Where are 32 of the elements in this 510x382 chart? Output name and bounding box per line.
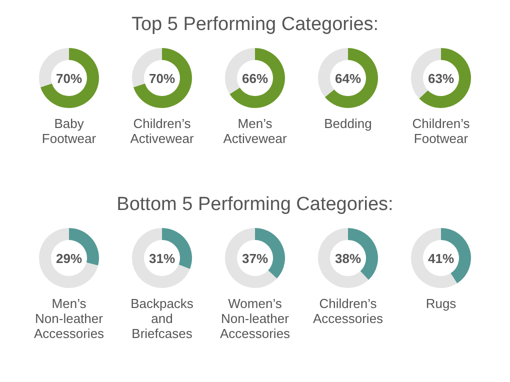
text: 64% — [334, 71, 362, 86]
text: 38% — [334, 251, 362, 266]
donut-slice — [324, 48, 378, 108]
donut-slice — [39, 228, 98, 288]
text: 41% — [428, 251, 454, 266]
text: Backpacks and Briefcases — [130, 296, 194, 341]
text: Men’s Non-leather Accessories — [34, 296, 105, 341]
text: 70% — [148, 71, 176, 86]
donut-slice — [419, 48, 471, 108]
text: Children’s Activewear — [130, 116, 194, 146]
text: 63% — [428, 71, 454, 86]
donut-slice — [225, 228, 277, 288]
donut-slice — [133, 48, 192, 108]
text: Children’s Accessories — [312, 296, 384, 326]
text: Men’s Activewear — [223, 116, 288, 146]
text: Children’s Footwear — [412, 116, 470, 146]
text: Bottom 5 Performing Categories: — [116, 194, 394, 215]
donut-slice — [132, 228, 190, 288]
text: Top 5 Performing Categories: — [131, 14, 379, 35]
text: 31% — [148, 251, 176, 266]
text: 70% — [56, 71, 82, 86]
text: Rugs — [426, 296, 457, 311]
text: Women’s Non-leather Accessories — [220, 296, 291, 341]
donut-slice — [230, 48, 285, 108]
text: Bedding — [324, 116, 372, 131]
donut-slice — [40, 48, 99, 108]
text: 37% — [242, 251, 268, 266]
text: 66% — [242, 71, 268, 86]
donut-slice — [318, 228, 369, 288]
text: Baby Footwear — [42, 116, 97, 146]
donut-slice — [411, 228, 458, 288]
text: 29% — [56, 251, 82, 266]
